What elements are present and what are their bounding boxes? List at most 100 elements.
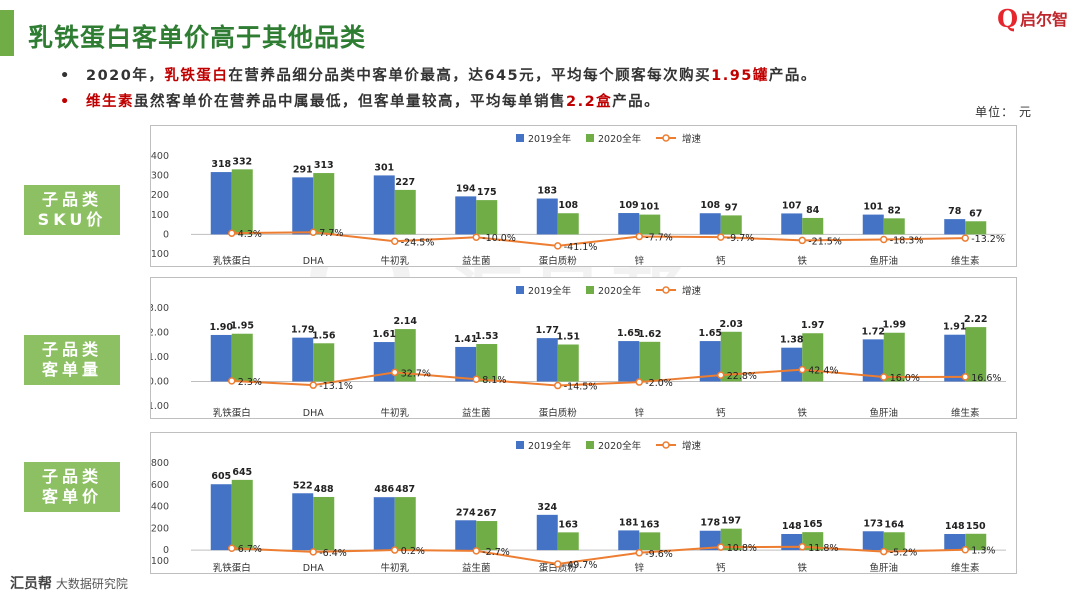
legend-marker-growth [662,286,670,294]
bar-2020 [313,173,335,235]
growth-point [880,235,888,244]
growth-label: -6.4% [319,548,347,559]
growth-label: -9.6% [645,549,673,560]
data-label-2020: 1.51 [557,332,580,343]
bar-2020 [557,344,579,382]
data-label-2020: 488 [314,484,334,495]
category-label: 牛初乳 [380,562,409,573]
growth-point [391,368,399,377]
category-label: 乳铁蛋白 [213,407,251,418]
data-label-2020: 645 [232,467,252,478]
bar-2019 [373,175,395,235]
growth-label: 11.8% [808,543,838,554]
growth-point [798,543,806,551]
growth-point [880,547,888,556]
data-label-2019: 301 [374,162,394,173]
growth-label: -9.7% [727,233,755,244]
bar-2020 [394,497,416,551]
growth-label: -7.7% [645,233,673,244]
bullet-dot: • [60,68,71,84]
bar-2020 [720,331,742,382]
category-label: 益生菌 [462,562,491,573]
bar-2020 [720,215,742,235]
bar-2019 [292,337,314,382]
category-label: 钙 [716,407,726,418]
growth-label: -21.5% [808,236,842,247]
data-label-2020: 164 [884,519,904,530]
category-label: 鱼肝油 [869,407,898,418]
growth-label: -2.7% [482,547,510,558]
label-line-2: 客单价 [41,487,102,506]
data-label-2020: 108 [558,200,578,211]
growth-point [961,373,969,381]
growth-label: 1.3% [971,546,995,557]
growth-label: 0.2% [401,546,425,557]
data-label-2020: 97 [725,202,738,213]
growth-point [228,229,236,237]
data-label-2019: 291 [293,164,313,175]
bar-2020 [231,333,253,382]
label-line-1: 子品类 [41,467,102,486]
bar-2019 [373,342,395,382]
bar-2019 [944,334,966,382]
legend-label-2020: 2020全年 [598,285,642,297]
data-label-2019: 148 [945,521,965,532]
growth-point [798,236,806,245]
growth-point [635,549,643,557]
data-label-2019: 274 [456,507,476,518]
y-tick-label: 600 [151,480,169,491]
y-tick-label: 0 [163,545,169,556]
bar-2020 [557,213,579,235]
category-label: 锌 [634,562,644,573]
category-label: DHA [303,256,324,266]
legend-swatch-2019 [516,441,524,449]
bar-2020 [802,532,824,551]
data-label-2019: 1.79 [291,325,314,336]
growth-point [228,544,236,552]
bar-2020 [883,218,905,235]
data-label-2020: 163 [640,519,660,530]
label-line-2: 客单量 [41,360,102,379]
growth-point [309,381,317,389]
category-label: 牛初乳 [380,255,409,266]
category-label: 维生素 [951,562,980,573]
y-tick-label: 1.00 [151,352,169,363]
growth-label: 8.1% [482,375,506,386]
legend-swatch-2019 [516,286,524,294]
growth-point [554,242,562,250]
bar-2020 [231,169,253,235]
growth-label: -13.2% [971,234,1005,245]
bar-2020 [965,221,987,235]
legend-label-2019: 2019全年 [528,285,572,297]
category-label: 鱼肝油 [869,255,898,266]
bar-2019 [210,172,232,235]
bar-2020 [231,479,253,551]
data-label-2019: 318 [211,159,231,170]
data-label-2020: 313 [314,160,334,171]
legend-label-growth: 增速 [682,133,702,145]
bar-2019 [536,198,558,235]
data-label-2019: 108 [700,200,720,211]
bullet-text: 产品。 [768,68,817,84]
bullet-text: 虽然客单价在营养品中属最低，但客单量较高，平均每单销售 [134,94,566,110]
bar-2020 [313,343,335,382]
data-label-2020: 175 [477,187,497,198]
bar-2019 [618,213,640,235]
category-label: 蛋白质粉 [539,407,578,418]
data-label-2019: 1.61 [373,329,396,340]
legend-label-2019: 2019全年 [528,440,572,452]
y-tick-label: 200 [151,523,169,534]
growth-point [472,547,480,555]
data-label-2020: 267 [477,508,497,519]
bullet-text: 2020年， [86,68,165,84]
bar-2019 [210,334,232,382]
data-label-2019: 1.77 [536,325,559,336]
growth-label: 7.7% [319,228,343,239]
y-tick-label: 100 [151,210,169,221]
data-label-2019: 194 [456,183,476,194]
category-label: 维生素 [951,407,980,418]
footer-text: 大数据研究院 [55,577,128,591]
